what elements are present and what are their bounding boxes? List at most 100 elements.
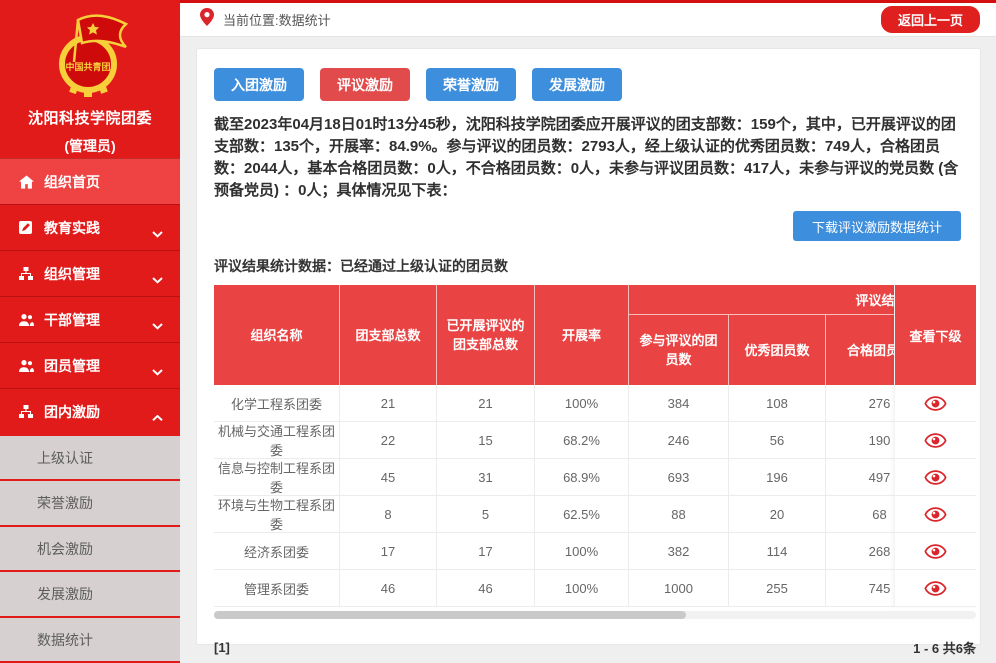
cell-org: 信息与控制工程系团委: [214, 459, 340, 495]
tab-review-incentive[interactable]: 评议激励: [320, 68, 410, 101]
sidebar-item-label: 团内激励: [44, 403, 100, 420]
cell-excellent: 20: [729, 496, 826, 532]
incentive-tabs: 入团激励 评议激励 荣誉激励 发展激励: [214, 68, 974, 101]
sidebar-subitem-data-statistics[interactable]: 数据统计: [0, 615, 180, 661]
sidebar-item-member-management[interactable]: 团员管理: [0, 342, 180, 388]
chevron-up-icon: [152, 409, 163, 425]
view-subordinate-eye-icon[interactable]: [895, 570, 976, 607]
svg-text:中国共青团: 中国共青团: [65, 61, 110, 72]
breadcrumb: 当前位置:数据统计: [223, 13, 331, 28]
sidebar-item-org-home[interactable]: 组织首页: [0, 158, 180, 204]
view-subordinate-eye-icon[interactable]: [895, 459, 976, 496]
league-emblem-icon: 中国共青团: [48, 14, 132, 102]
sidebar-item-cadre-management[interactable]: 干部管理: [0, 296, 180, 342]
view-subordinate-eye-icon[interactable]: [895, 533, 976, 570]
cell-participated: 1000: [629, 570, 729, 606]
sidebar: 中国共青团 沈阳科技学院团委 (管理员) 组织首页 教育实践: [0, 0, 180, 663]
sidebar-item-label: 团员管理: [44, 357, 100, 374]
sidebar-subitem-development-incentive[interactable]: 发展激励: [0, 570, 180, 616]
cell-total: 46: [340, 570, 437, 606]
page-number[interactable]: [1]: [214, 640, 230, 655]
sidebar-item-education[interactable]: 教育实践: [0, 204, 180, 250]
cell-qualified: 190: [826, 422, 894, 458]
table-caption: 评议结果统计数据：已经通过上级认证的团员数: [214, 258, 508, 274]
sidebar-item-label: 组织管理: [44, 265, 100, 282]
cell-rate: 100%: [535, 570, 629, 606]
download-statistics-button[interactable]: 下载评议激励数据统计: [792, 211, 961, 241]
sitemap-icon: [19, 267, 35, 280]
view-subordinate-eye-icon[interactable]: [895, 496, 976, 533]
users-icon: [19, 359, 35, 372]
content-card: 入团激励 评议激励 荣誉激励 发展激励 截至2023年04月18日01时13分4…: [196, 48, 981, 656]
sidebar-subitem-opportunity-incentive[interactable]: 机会激励: [0, 524, 180, 571]
table-scroll-view[interactable]: 组织名称 团支部总数 已开展评议的团支部总数 开展率 评议结果 参与评议的团员数…: [214, 285, 894, 607]
download-row: 下载评议激励数据统计: [214, 211, 974, 241]
table-row: 环境与生物工程系团委 8 5 62.5% 88 20 68: [214, 496, 894, 533]
tab-development-incentive[interactable]: 发展激励: [532, 68, 622, 101]
cell-qualified: 497: [826, 459, 894, 495]
table-row: 机械与交通工程系团委 22 15 68.2% 246 56 190: [214, 422, 894, 459]
logo-area: 中国共青团 沈阳科技学院团委 (管理员): [0, 0, 180, 158]
cell-rate: 100%: [535, 533, 629, 569]
cell-excellent: 114: [729, 533, 826, 569]
col-group-review-results: 评议结果: [629, 285, 894, 315]
users-icon: [19, 313, 35, 326]
cell-total: 8: [340, 496, 437, 532]
cell-total: 45: [340, 459, 437, 495]
view-subordinate-column: 查看下级: [894, 285, 976, 607]
edit-icon: [19, 221, 35, 234]
horizontal-scrollbar[interactable]: [214, 611, 976, 619]
cell-excellent: 196: [729, 459, 826, 495]
col-header-qualified: 合格团员数: [826, 315, 894, 385]
cell-participated: 382: [629, 533, 729, 569]
back-button[interactable]: 返回上一页: [880, 6, 980, 33]
cell-done: 31: [437, 459, 535, 495]
table-row: 经济系团委 17 17 100% 382 114 268: [214, 533, 894, 570]
cell-rate: 62.5%: [535, 496, 629, 532]
cell-participated: 246: [629, 422, 729, 458]
cell-rate: 68.2%: [535, 422, 629, 458]
col-header-view-subordinate: 查看下级: [895, 285, 976, 385]
cell-total: 22: [340, 422, 437, 458]
cell-done: 21: [437, 385, 535, 421]
table-header: 组织名称 团支部总数 已开展评议的团支部总数 开展率 评议结果 参与评议的团员数…: [214, 285, 894, 385]
cell-org: 环境与生物工程系团委: [214, 496, 340, 532]
pagination-info: 1 - 6 共6条: [913, 641, 976, 656]
cell-participated: 384: [629, 385, 729, 421]
cell-excellent: 56: [729, 422, 826, 458]
cell-done: 15: [437, 422, 535, 458]
cell-excellent: 255: [729, 570, 826, 606]
sidebar-item-league-incentive[interactable]: 团内激励: [0, 388, 180, 434]
sidebar-subitem-superior-certification[interactable]: 上级认证: [0, 434, 180, 480]
sidebar-subitem-honor-incentive[interactable]: 荣誉激励: [0, 479, 180, 525]
view-subordinate-eye-icon[interactable]: [895, 422, 976, 459]
home-icon: [19, 174, 35, 189]
col-header-org-name: 组织名称: [214, 285, 340, 385]
col-header-rate: 开展率: [535, 285, 629, 385]
org-name: 沈阳科技学院团委: [27, 110, 152, 127]
tab-join-incentive[interactable]: 入团激励: [214, 68, 304, 101]
tab-honor-incentive[interactable]: 荣誉激励: [426, 68, 516, 101]
col-header-participated: 参与评议的团员数: [629, 315, 729, 385]
sidebar-item-org-management[interactable]: 组织管理: [0, 250, 180, 296]
cell-org: 机械与交通工程系团委: [214, 422, 340, 458]
col-header-excellent: 优秀团员数: [729, 315, 826, 385]
statistics-summary: 截至2023年04月18日01时13分45秒，沈阳科技学院团委应开展评议的团支部…: [214, 116, 959, 199]
cell-qualified: 68: [826, 496, 894, 532]
sidebar-item-label: 组织首页: [44, 173, 100, 190]
chevron-down-icon: [152, 363, 163, 379]
cell-rate: 68.9%: [535, 459, 629, 495]
sidebar-item-label: 教育实践: [44, 219, 100, 236]
scrollbar-thumb[interactable]: [214, 611, 687, 619]
cell-org: 化学工程系团委: [214, 385, 340, 421]
cell-org: 经济系团委: [214, 533, 340, 569]
cell-qualified: 276: [826, 385, 894, 421]
cell-done: 5: [437, 496, 535, 532]
cell-participated: 693: [629, 459, 729, 495]
cell-participated: 88: [629, 496, 729, 532]
location-pin-icon: [200, 8, 214, 31]
cell-done: 17: [437, 533, 535, 569]
table-row: 化学工程系团委 21 21 100% 384 108 276: [214, 385, 894, 422]
view-subordinate-eye-icon[interactable]: [895, 385, 976, 422]
